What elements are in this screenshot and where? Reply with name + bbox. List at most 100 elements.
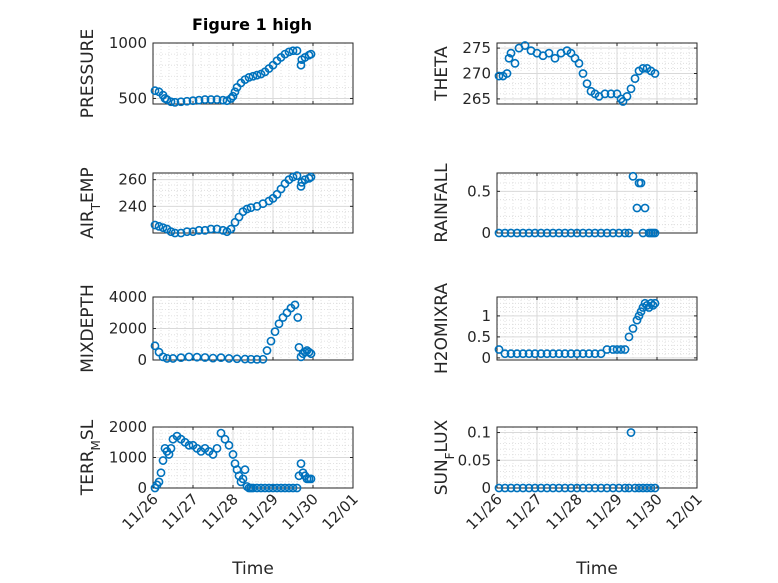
data-point [616,345,626,354]
data-point [212,443,222,453]
data-point [536,228,546,238]
data-point [296,181,306,191]
y-tick-label: 275 [462,39,491,57]
data-point [606,89,616,99]
data-point [646,298,656,308]
data-point [650,228,660,238]
data-point [650,483,660,493]
data-point [634,311,644,321]
data-point [208,353,218,363]
y-tick-label: 0 [481,224,491,242]
data-point [212,224,222,234]
data-point [630,74,640,83]
axes-box [152,172,354,234]
data-point [578,228,588,238]
data-point [170,97,180,107]
data-point [584,349,594,359]
y-tick-label: 0.5 [467,182,491,200]
data-point [628,324,638,333]
data-point [620,483,630,493]
data-point [212,95,222,104]
x-tick-label: 11/27 [159,490,202,533]
subplot-terr-msl: 11/2611/2711/2811/2911/3012/01010002000T… [78,418,362,533]
data-point [184,440,194,450]
data-point [548,228,558,238]
y-axis-label: PRESSURE [78,29,98,118]
data-point [176,228,186,238]
data-point [266,336,276,346]
data-point [278,313,288,322]
data-point [288,172,298,182]
y-tick-label: 1000 [109,34,147,52]
data-point [510,58,520,68]
data-point [206,224,216,234]
figure-title: Figure 1 high [192,15,312,34]
subplot-mixdepth: 0 2000 4000 MIXDEPTH [78,284,354,373]
data-point [246,203,256,213]
data-point [242,204,252,214]
data-point [154,347,164,357]
x-axis-label-left: Time [231,559,274,579]
subplot-rainfall: 0 0.5 RAINFALL [432,163,698,243]
data-point [162,354,172,363]
data-point [224,440,234,450]
data-point [292,483,302,493]
data-point [554,228,564,238]
data-point [530,483,540,493]
data-point [288,46,298,56]
data-point [572,483,582,493]
data-point [506,228,516,238]
data-point [620,228,630,238]
data-point [632,315,642,325]
data-point [500,483,510,493]
data-point [494,228,504,238]
data-point [292,46,302,56]
data-point [502,69,512,78]
subplot-sun-flux: 11/2611/2711/2811/2911/3012/0100.050.1SU… [432,419,706,533]
data-point [216,428,226,438]
data-point [232,354,242,364]
data-point [166,443,176,453]
axes-box [496,426,698,489]
data-point [158,223,168,233]
data-point [574,58,584,68]
y-tick-label: 240 [118,197,147,215]
y-tick-label: 0 [137,351,147,369]
x-tick-label: 11/29 [239,490,282,533]
axes-box [496,172,698,234]
data-point [650,298,660,308]
data-point [226,94,236,103]
y-tick-label: 270 [462,65,491,83]
axes-box [152,42,354,105]
y-tick-label: 1000 [109,449,147,467]
data-point [258,354,268,364]
data-point [566,349,576,359]
data-point [566,228,576,238]
data-point [206,95,216,104]
subplot-h2omixra: 0 0.5 1 H2OMIXRA [432,283,698,374]
data-point [512,349,522,359]
data-point [624,332,634,342]
y-tick-label: 0 [137,479,147,497]
data-point [536,349,546,359]
data-point [536,483,546,493]
data-point [296,60,306,70]
subplot-theta: 265 270 275 THETA [432,39,698,108]
data-point [194,95,204,105]
data-point [636,307,646,317]
data-point [240,465,250,475]
data-point [560,483,570,493]
axes-box [496,296,698,361]
data-point [542,483,552,493]
data-point [524,483,534,493]
data-point [208,450,218,459]
x-axis-label-right: Time [575,559,618,579]
data-point [512,483,522,493]
data-point [170,228,180,238]
data-point [560,228,570,238]
data-point [578,483,588,493]
data-point [500,228,510,238]
data-point [590,483,600,493]
data-point [238,474,248,484]
